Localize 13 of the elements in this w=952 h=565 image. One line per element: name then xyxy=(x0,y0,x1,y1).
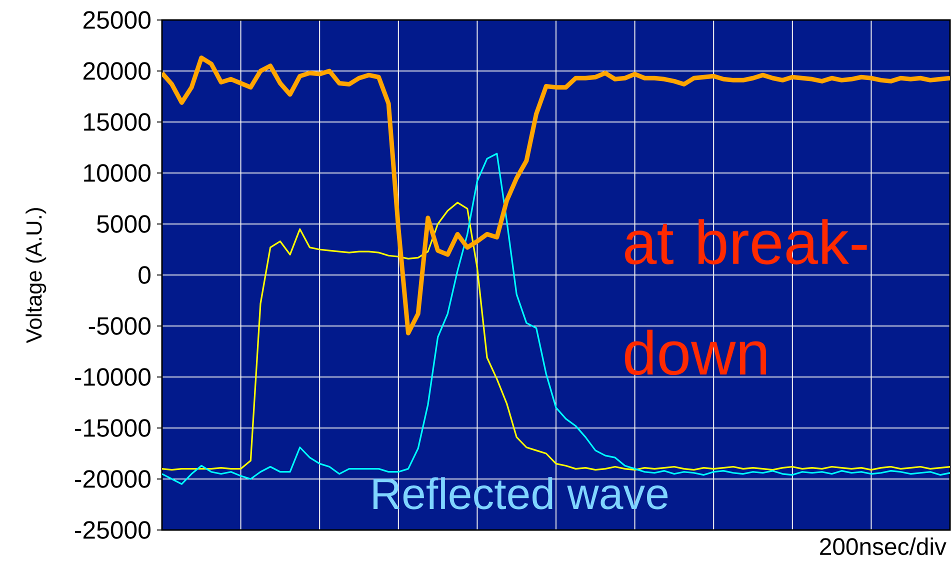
y-tick-label: 0 xyxy=(138,266,151,284)
y-tick-label: -20000 xyxy=(75,470,150,488)
y-tick-label: 10000 xyxy=(84,164,150,182)
y-tick-label: -15000 xyxy=(75,419,150,437)
y-tick-label: 25000 xyxy=(83,11,150,29)
y-axis-title: Voltage (A.U.) xyxy=(26,208,46,344)
y-tick-label: 5000 xyxy=(97,215,150,233)
x-axis-title: 200nsec/div xyxy=(820,538,946,556)
y-tick-label: 15000 xyxy=(84,113,150,131)
y-tick-label: 20000 xyxy=(83,62,150,80)
y-tick-label: -10000 xyxy=(75,368,150,386)
y-tick-label: -25000 xyxy=(75,521,150,539)
y-tick-label: -5000 xyxy=(88,317,150,335)
